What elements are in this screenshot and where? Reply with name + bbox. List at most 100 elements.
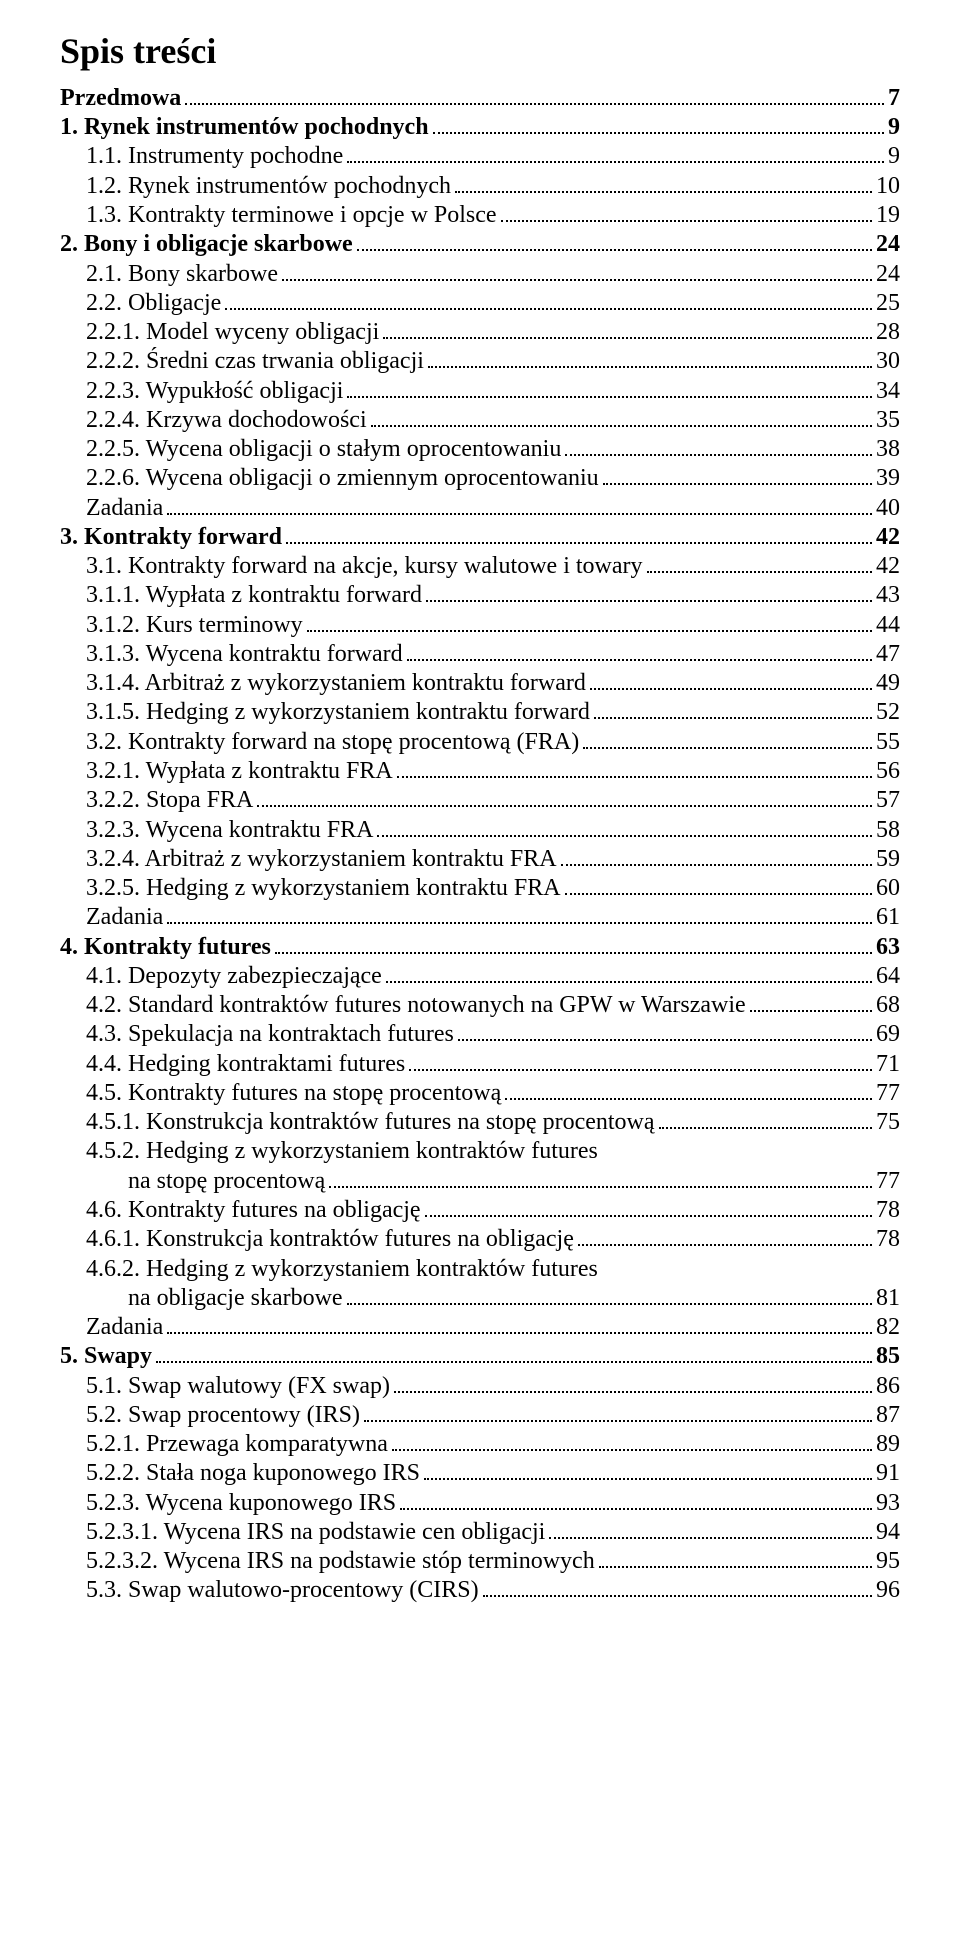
toc-entry-page: 86 (876, 1372, 900, 1401)
toc-leader-dots (377, 820, 872, 837)
toc-entry-page: 61 (876, 903, 900, 932)
toc-entry-page: 55 (876, 728, 900, 757)
toc-entry: 2.2.2. Średni czas trwania obligacji30 (60, 347, 900, 376)
toc-leader-dots (594, 703, 872, 720)
toc-leader-dots (590, 673, 872, 690)
toc-entry: 5.2.3.1. Wycena IRS na podstawie cen obl… (60, 1518, 900, 1547)
toc-entry-label: 2.2.3. Wypukłość obligacji (86, 377, 343, 406)
toc-leader-dots (257, 790, 872, 807)
toc-entry: na obligacje skarbowe81 (60, 1284, 900, 1313)
toc-entry-page: 94 (876, 1518, 900, 1547)
toc-entry-label: 3.1.2. Kurs terminowy (86, 611, 303, 640)
toc-entry-page: 63 (876, 933, 900, 962)
toc-entry: 2.2.6. Wycena obligacji o zmiennym oproc… (60, 464, 900, 493)
toc-leader-dots (505, 1083, 872, 1100)
toc-leader-dots (659, 1112, 872, 1129)
toc-entry-page: 85 (876, 1342, 900, 1371)
toc-entry: 5.2.3. Wycena kuponowego IRS93 (60, 1489, 900, 1518)
toc-entry-label: 3. Kontrakty forward (60, 523, 282, 552)
toc-entry: 3.1.5. Hedging z wykorzystaniem kontrakt… (60, 698, 900, 727)
toc-leader-dots (426, 586, 872, 603)
toc-entry-page: 95 (876, 1547, 900, 1576)
toc-entry-label: 2.1. Bony skarbowe (86, 260, 278, 289)
toc-entry-page: 64 (876, 962, 900, 991)
toc-entry: 4.6. Kontrakty futures na obligację78 (60, 1196, 900, 1225)
toc-leader-dots (357, 234, 872, 251)
toc-leader-dots (647, 556, 873, 573)
toc-leader-dots (185, 88, 884, 105)
toc-entry-page: 42 (876, 552, 900, 581)
toc-entry: 5.2.2. Stała noga kuponowego IRS91 (60, 1459, 900, 1488)
toc-leader-dots (549, 1522, 872, 1539)
toc-entry-label: 4.3. Spekulacja na kontraktach futures (86, 1020, 454, 1049)
toc-leader-dots (167, 908, 872, 925)
toc-entry: 4. Kontrakty futures 63 (60, 933, 900, 962)
toc-entry-label: 4.6.1. Konstrukcja kontraktów futures na… (86, 1225, 574, 1254)
toc-entry: 5.3. Swap walutowo-procentowy (CIRS)96 (60, 1576, 900, 1605)
toc-entry-page: 52 (876, 698, 900, 727)
toc-entry-label: 3.2.1. Wypłata z kontraktu FRA (86, 757, 393, 786)
toc-leader-dots (583, 732, 872, 749)
toc-entry-label: 4. Kontrakty futures (60, 933, 271, 962)
toc-entry: 3. Kontrakty forward42 (60, 523, 900, 552)
toc-entry-page: 57 (876, 786, 900, 815)
toc-leader-dots (428, 352, 872, 369)
toc-entry: 1.1. Instrumenty pochodne9 (60, 142, 900, 171)
toc-entry-label: 3.1.1. Wypłata z kontraktu forward (86, 581, 422, 610)
toc-entry: 4.4. Hedging kontraktami futures71 (60, 1050, 900, 1079)
toc-entry-label: 4.6. Kontrakty futures na obligację (86, 1196, 421, 1225)
toc-entry-label: 1.1. Instrumenty pochodne (86, 142, 343, 171)
toc-leader-dots (347, 1288, 872, 1305)
toc-leader-dots (400, 1493, 872, 1510)
toc-entry: 3.1.1. Wypłata z kontraktu forward43 (60, 581, 900, 610)
toc-entry-label: 3.2. Kontrakty forward na stopę procento… (86, 728, 579, 757)
toc-leader-dots (455, 176, 872, 193)
toc-entry-page: 7 (888, 84, 900, 113)
toc-entry-label: 3.2.5. Hedging z wykorzystaniem kontrakt… (86, 874, 561, 903)
toc-entry-page: 82 (876, 1313, 900, 1342)
toc-entry: 5. Swapy85 (60, 1342, 900, 1371)
toc-entry: 3.1.4. Arbitraż z wykorzystaniem kontrak… (60, 669, 900, 698)
toc-entry-label: 3.1.5. Hedging z wykorzystaniem kontrakt… (86, 698, 590, 727)
toc-entry: 4.6.2. Hedging z wykorzystaniem kontrakt… (60, 1255, 900, 1284)
toc-entry-page: 39 (876, 464, 900, 493)
toc-entry: 5.2. Swap procentowy (IRS)87 (60, 1401, 900, 1430)
toc-entry: 1. Rynek instrumentów pochodnych 9 (60, 113, 900, 142)
toc-entry: 4.2. Standard kontraktów futures notowan… (60, 991, 900, 1020)
toc-entry: Zadania40 (60, 494, 900, 523)
toc-leader-dots (286, 527, 872, 544)
toc-leader-dots (307, 615, 872, 632)
toc-entry-label: 1.2. Rynek instrumentów pochodnych (86, 172, 451, 201)
toc-entry-label: Zadania (86, 494, 163, 523)
toc-entry-label: 1. Rynek instrumentów pochodnych (60, 113, 429, 142)
toc-title: Spis treści (60, 30, 900, 74)
toc-leader-dots (383, 322, 872, 339)
toc-entry-label: Przedmowa (60, 84, 181, 113)
toc-entry-page: 60 (876, 874, 900, 903)
toc-entry-page: 71 (876, 1050, 900, 1079)
toc-entry: 3.1.3. Wycena kontraktu forward47 (60, 640, 900, 669)
toc-entry: 2.2.1. Model wyceny obligacji28 (60, 318, 900, 347)
toc-entry-label: 3.1.4. Arbitraż z wykorzystaniem kontrak… (86, 669, 586, 698)
toc-entry: 3.2.4. Arbitraż z wykorzystaniem kontrak… (60, 845, 900, 874)
toc-entry: 5.1. Swap walutowy (FX swap)86 (60, 1372, 900, 1401)
toc-entry: 4.5. Kontrakty futures na stopę procento… (60, 1079, 900, 1108)
toc-entry-page: 77 (876, 1167, 900, 1196)
toc-leader-dots (603, 469, 872, 486)
toc-entry-page: 56 (876, 757, 900, 786)
toc-leader-dots (565, 878, 872, 895)
toc-entry: 3.1. Kontrakty forward na akcje, kursy w… (60, 552, 900, 581)
toc-entry-label: 5.2.3.1. Wycena IRS na podstawie cen obl… (86, 1518, 545, 1547)
toc-entry-page: 35 (876, 406, 900, 435)
toc-entry: 4.5.1. Konstrukcja kontraktów futures na… (60, 1108, 900, 1137)
toc-entry: 2. Bony i obligacje skarbowe24 (60, 230, 900, 259)
toc-leader-dots (409, 1054, 872, 1071)
toc-entry-label: 4.5.1. Konstrukcja kontraktów futures na… (86, 1108, 655, 1137)
toc-entry-page: 24 (876, 230, 900, 259)
toc-entry-label: 5.2.3.2. Wycena IRS na podstawie stóp te… (86, 1547, 595, 1576)
toc-leader-dots (371, 410, 872, 427)
toc-entry-page: 9 (888, 113, 900, 142)
toc-entry-label: 2.2. Obligacje (86, 289, 221, 318)
toc-entry-page: 93 (876, 1489, 900, 1518)
toc-entry-label: na obligacje skarbowe (128, 1284, 343, 1313)
